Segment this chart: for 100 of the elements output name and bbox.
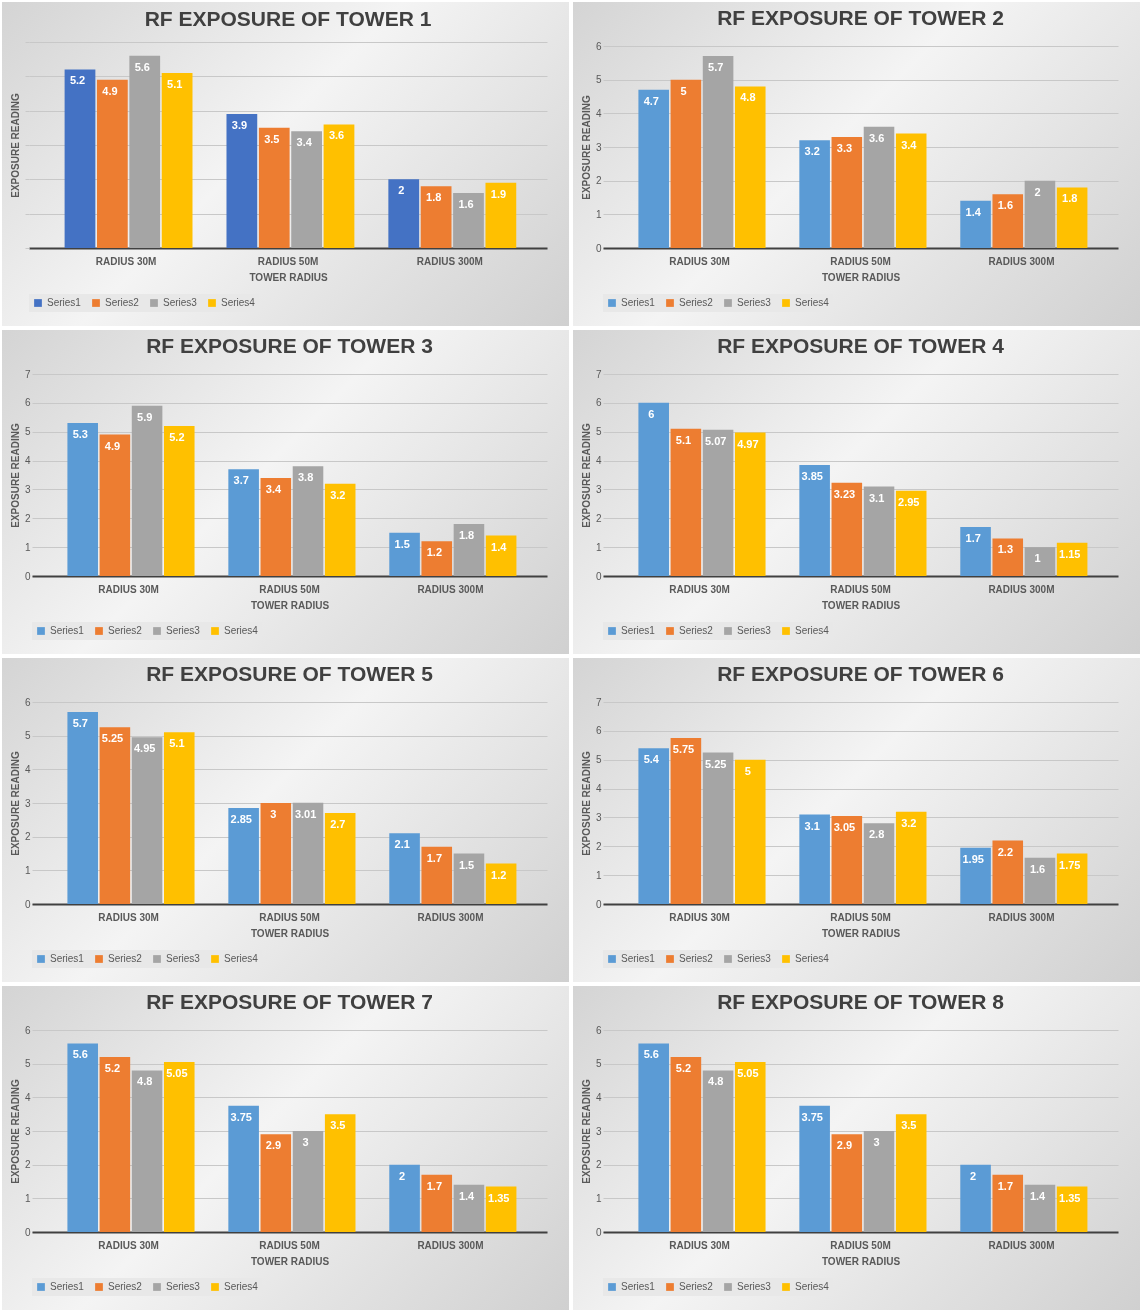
legend-label: Series1 — [621, 625, 656, 636]
legend-label: Series1 — [621, 1281, 656, 1292]
y-tick-label: 6 — [595, 1024, 602, 1036]
legend-label: Series1 — [47, 297, 82, 308]
chart-title: RF EXPOSURE OF TOWER 5 — [146, 662, 434, 685]
y-tick-label: 1 — [595, 541, 602, 553]
legend-label: Series1 — [50, 953, 85, 964]
data-label: 2.8 — [868, 828, 885, 841]
y-tick-label: 3 — [24, 1125, 31, 1137]
legend-label: Series1 — [50, 1281, 85, 1292]
data-label: 2 — [398, 184, 405, 197]
y-tick-label: 5 — [24, 426, 31, 438]
x-tick-label: RADIUS 300M — [416, 255, 483, 267]
x-tick-label: RADIUS 50M — [259, 1239, 320, 1251]
y-tick-label: 5 — [595, 426, 602, 438]
data-label: 2.7 — [330, 818, 346, 831]
legend-label: Series3 — [166, 953, 201, 964]
legend-label: Series4 — [224, 953, 259, 964]
x-tick-label: RADIUS 50M — [259, 583, 320, 595]
data-label: 5.05 — [737, 1066, 759, 1079]
data-label: 2 — [970, 1169, 977, 1182]
y-axis-title: EXPOSURE READING — [10, 93, 21, 198]
data-label: 5.2 — [104, 1061, 121, 1074]
data-label: 5.3 — [72, 428, 88, 441]
data-label: 5 — [680, 84, 687, 97]
data-label: 5.1 — [675, 433, 692, 446]
x-tick-label: RADIUS 300M — [417, 583, 484, 595]
y-tick-label: 5 — [24, 730, 31, 742]
data-label: 3.9 — [231, 119, 248, 132]
x-tick-label: RADIUS 30M — [95, 255, 157, 267]
data-label: 5.2 — [169, 430, 185, 443]
y-tick-label: 2 — [595, 175, 602, 187]
legend-label: Series3 — [737, 1281, 772, 1292]
data-label: 5.2 — [69, 74, 86, 87]
data-label: 1.7 — [997, 1179, 1013, 1192]
x-tick-label: RADIUS 50M — [830, 1239, 891, 1251]
legend-label: Series3 — [737, 297, 772, 308]
data-label: 3.6 — [328, 129, 345, 142]
data-label: 1.2 — [426, 546, 442, 559]
data-label: 3.1 — [868, 491, 885, 504]
data-label: 3.5 — [901, 1119, 917, 1132]
data-label: 4.95 — [133, 742, 156, 755]
data-label: 3.4 — [901, 138, 918, 151]
chart-title: RF EXPOSURE OF TOWER 8 — [717, 990, 1005, 1013]
y-tick-label: 4 — [595, 107, 602, 119]
y-tick-label: 0 — [595, 570, 602, 582]
y-tick-label: 5 — [595, 754, 602, 766]
y-tick-label: 2 — [595, 840, 602, 852]
data-label: 5.05 — [166, 1066, 188, 1079]
chart-title: RF EXPOSURE OF TOWER 7 — [146, 990, 433, 1013]
legend-label: Series4 — [224, 625, 259, 636]
data-label: 2.2 — [997, 845, 1013, 858]
y-tick-label: 0 — [24, 898, 31, 910]
y-tick-label: 0 — [595, 1226, 602, 1238]
x-tick-label: RADIUS 300M — [988, 1239, 1055, 1251]
data-label: 3.75 — [801, 1110, 823, 1123]
y-tick-label: 6 — [595, 725, 602, 737]
data-label: 3.6 — [868, 131, 885, 144]
data-label: 2.85 — [230, 813, 252, 826]
data-label: 3.2 — [804, 145, 820, 158]
data-label: 1.75 — [1059, 858, 1081, 871]
chart-title: RF EXPOSURE OF TOWER 4 — [717, 334, 1005, 357]
data-label: 5.07 — [704, 434, 727, 447]
y-tick-label: 2 — [595, 512, 602, 524]
data-label: 1.35 — [1059, 1191, 1081, 1204]
x-tick-label: RADIUS 50M — [257, 255, 319, 267]
legend-label: Series2 — [108, 625, 143, 636]
chart-title: RF EXPOSURE OF TOWER 6 — [717, 662, 1004, 685]
data-label: 1.7 — [426, 851, 442, 864]
data-label: 5.25 — [101, 732, 124, 745]
data-label: 3.3 — [836, 141, 853, 154]
data-label: 4.97 — [737, 437, 759, 450]
y-tick-label: 0 — [24, 1226, 31, 1238]
data-label: 1.5 — [394, 537, 410, 550]
data-label: 5.2 — [675, 1061, 692, 1074]
data-label: 1.2 — [491, 868, 507, 881]
data-label: 3.2 — [901, 816, 917, 829]
data-label: 1.4 — [458, 1189, 476, 1202]
data-label: 5.4 — [643, 753, 660, 766]
x-tick-label: RADIUS 50M — [830, 583, 891, 595]
y-axis-title: EXPOSURE READING — [9, 423, 21, 528]
legend-label: Series3 — [737, 625, 772, 636]
x-tick-label: RADIUS 50M — [830, 255, 891, 267]
y-tick-label: 3 — [595, 811, 602, 823]
y-tick-label: 3 — [24, 483, 31, 495]
y-axis-title: EXPOSURE READING — [9, 1079, 21, 1184]
data-label: 1.6 — [997, 199, 1013, 212]
x-axis-title: TOWER RADIUS — [250, 599, 330, 611]
data-label: 3.5 — [330, 1119, 346, 1132]
data-label: 1.8 — [426, 191, 442, 204]
y-tick-label: 5 — [24, 1058, 31, 1070]
data-label: 2.9 — [836, 1139, 853, 1152]
y-axis-title: EXPOSURE READING — [580, 1079, 592, 1184]
x-tick-label: RADIUS 300M — [417, 1239, 484, 1251]
y-tick-label: 7 — [24, 368, 31, 380]
y-tick-label: 7 — [595, 696, 602, 708]
data-label: 1.8 — [1062, 192, 1078, 205]
x-tick-label: RADIUS 300M — [988, 255, 1055, 267]
x-tick-label: RADIUS 30M — [669, 255, 730, 267]
y-tick-label: 0 — [595, 898, 602, 910]
